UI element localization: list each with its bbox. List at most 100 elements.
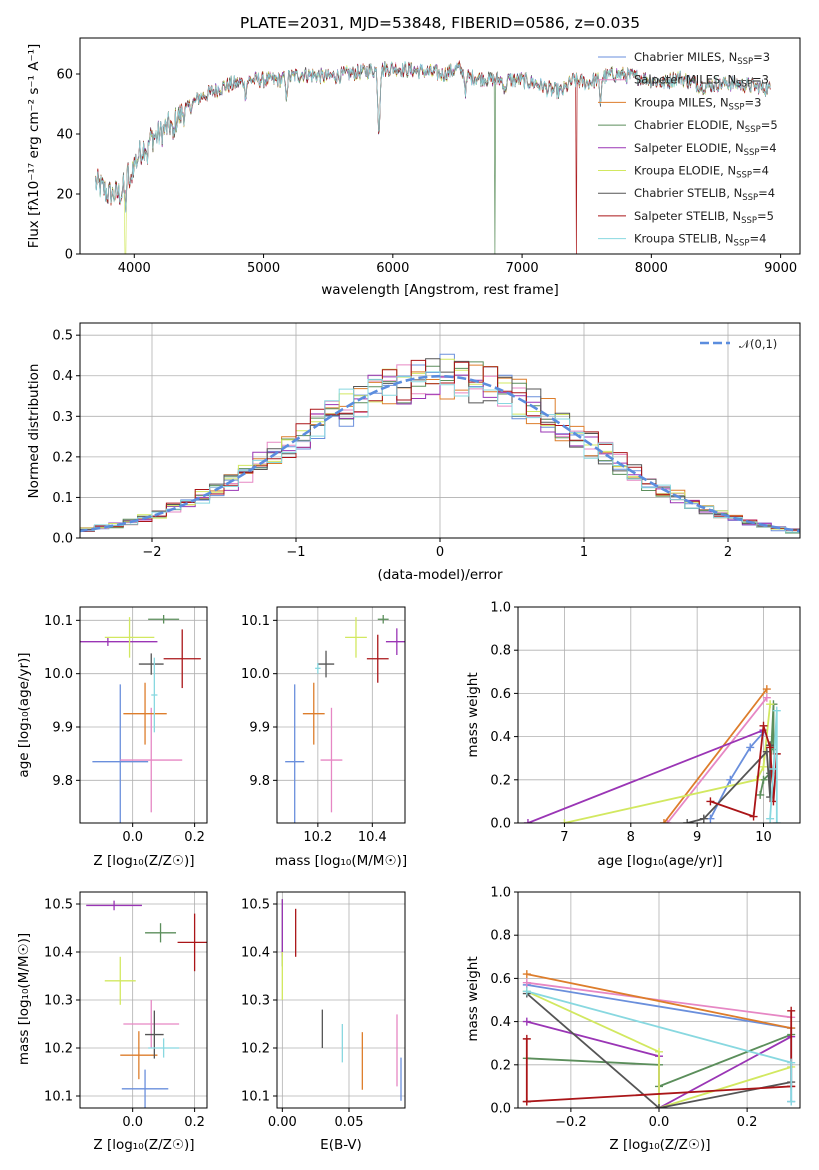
spectrum-series-9 xyxy=(95,61,771,213)
y-tick-label: 10.1 xyxy=(44,614,73,629)
x-tick-label: 9 xyxy=(693,830,701,845)
weight-series-3 xyxy=(526,973,792,1029)
z-age-panel: 0.0 0.2 9.8 9.9 10.0 10.1 xyxy=(44,606,208,845)
errorbar-point-6 xyxy=(345,617,367,658)
x-tick-label: 1 xyxy=(580,545,588,560)
weight-marker xyxy=(762,693,771,702)
x-tick-label: 0.05 xyxy=(335,1115,364,1130)
y-tick-label: 10.2 xyxy=(44,1042,73,1057)
y-tick-label: 60 xyxy=(56,68,73,83)
errorbar-point-9 xyxy=(151,657,158,733)
z-weight-panel: −0.2 0.0 0.2 0.0 0.2 0.4 0.6 0.8 1.0 xyxy=(490,886,801,1130)
weight-series-2 xyxy=(526,981,792,1019)
spectrum-series-4 xyxy=(95,61,771,254)
legend-label: Kroupa STELIB, NSSP=4 xyxy=(634,232,766,249)
z-weight-ylabel: mass weight xyxy=(465,956,481,1041)
errorbar-point-2 xyxy=(123,1000,180,1048)
weight-marker xyxy=(560,819,569,823)
errorbar-point-5 xyxy=(385,628,405,655)
weight-series-2 xyxy=(666,697,768,823)
errorbar-point-6 xyxy=(104,617,155,658)
errorbar-point-2 xyxy=(120,707,183,813)
y-tick-label: 1.0 xyxy=(490,886,511,901)
errorbar-point-9 xyxy=(315,663,321,674)
weight-marker xyxy=(759,721,768,730)
x-tick-label: 8000 xyxy=(635,261,668,276)
weight-marker xyxy=(766,814,775,823)
spectrum-lines xyxy=(95,59,771,254)
y-tick-label: 10.4 xyxy=(241,946,270,961)
age-weight-xlabel: age [log₁₀(age/yr)] xyxy=(597,853,722,869)
errorbar-point-9 xyxy=(148,1038,180,1058)
y-tick-label: 0.0 xyxy=(52,532,73,547)
errorbar-point-4 xyxy=(148,615,180,624)
x-tick-label: 10.4 xyxy=(358,830,387,845)
residuals-panel: −2 −1 0 1 2 0.0 0.1 0.2 0.3 0.4 0.5 𝒩(0,1) xyxy=(52,322,801,560)
weight-marker xyxy=(522,987,531,996)
weight-series-8 xyxy=(525,1010,793,1103)
weight-marker xyxy=(522,1017,531,1026)
weight-marker xyxy=(726,775,735,784)
errorbar-point-1 xyxy=(121,1069,169,1108)
z-mass-ylabel: mass [log₁₀(M/M☉)] xyxy=(16,933,32,1065)
y-tick-label: 0.4 xyxy=(490,730,511,745)
x-tick-label: 10 xyxy=(755,830,772,845)
x-tick-label: 0.0 xyxy=(122,830,143,845)
weight-series-8 xyxy=(710,725,778,818)
weight-marker xyxy=(706,797,715,806)
weight-series-3 xyxy=(663,688,768,823)
weight-series-7 xyxy=(526,992,792,1108)
y-tick-label: 0.3 xyxy=(52,410,73,425)
weight-marker xyxy=(759,762,768,771)
legend-label: Kroupa ELODIE, NSSP=4 xyxy=(634,164,769,181)
y-tick-label: 9.9 xyxy=(249,721,270,736)
weight-series-6 xyxy=(526,990,792,1108)
y-tick-label: 10.3 xyxy=(241,994,270,1009)
errorbar-point-3 xyxy=(302,682,325,745)
y-tick-label: 0.0 xyxy=(490,817,511,832)
axes-frame xyxy=(276,891,406,1109)
x-tick-label: −0.2 xyxy=(555,1115,587,1130)
weight-marker xyxy=(766,743,775,752)
weight-marker xyxy=(769,765,778,773)
y-tick-label: 0.5 xyxy=(52,329,73,344)
z-mass-panel: 0.0 0.2 10.1 10.2 10.3 10.4 10.5 xyxy=(44,891,208,1130)
legend-label: Chabrier MILES, NSSP=3 xyxy=(634,50,770,67)
y-tick-label: 9.8 xyxy=(52,774,73,789)
errorbar-point-3 xyxy=(123,682,167,745)
x-tick-label: 10.2 xyxy=(303,830,332,845)
axes-frame xyxy=(276,606,406,824)
weight-marker xyxy=(772,706,781,715)
residuals-xlabel: (data-model)/error xyxy=(377,567,503,583)
weight-lines xyxy=(522,970,796,1108)
weight-marker xyxy=(522,1034,531,1043)
z-mass-xlabel: Z [log₁₀(Z/Z☉)] xyxy=(93,1137,194,1153)
x-tick-label: 0.00 xyxy=(268,1115,297,1130)
ebv-mass-panel: 0.00 0.05 10.1 10.2 10.3 10.4 10.5 xyxy=(241,891,406,1130)
histograms xyxy=(80,353,800,534)
weight-lines xyxy=(523,685,781,823)
errorbar-point-7 xyxy=(317,650,335,678)
age-weight-panel: 7 8 9 10 0.0 0.2 0.4 0.6 0.8 1.0 xyxy=(490,601,801,845)
legend-label: Salpeter STELIB, NSSP=5 xyxy=(634,209,774,226)
errorbar-point-3 xyxy=(120,1031,158,1080)
axes-frame xyxy=(517,891,801,1109)
weight-marker xyxy=(766,700,775,709)
y-tick-label: 10.4 xyxy=(44,946,73,961)
y-tick-label: 0.6 xyxy=(490,972,511,987)
spectrum-series-8 xyxy=(95,59,771,254)
y-tick-label: 10.0 xyxy=(241,667,270,682)
mass-age-xlabel: mass [log₁₀(M/M☉)] xyxy=(275,853,407,869)
weight-marker xyxy=(749,812,758,821)
y-tick-label: 10.5 xyxy=(44,898,73,913)
legend-label: Kroupa MILES, NSSP=3 xyxy=(634,95,761,112)
weight-marker xyxy=(522,970,531,979)
y-tick-label: 0.0 xyxy=(490,1102,511,1117)
y-tick-label: 0.6 xyxy=(490,687,511,702)
x-tick-label: 9000 xyxy=(764,261,797,276)
errorbar-point-6 xyxy=(104,956,136,1005)
weight-marker xyxy=(523,819,532,823)
x-tick-label: 0.2 xyxy=(184,1115,205,1130)
weight-marker xyxy=(746,743,755,752)
